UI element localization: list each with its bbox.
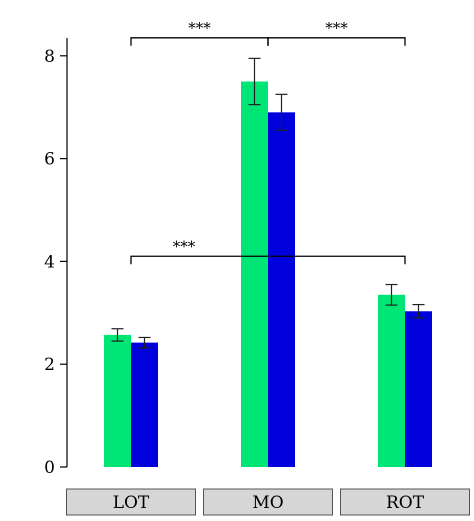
significance-label: *** [173, 237, 196, 255]
significance-bracket [130, 37, 269, 46]
significance-brackets: *** *** *** [130, 19, 406, 265]
significance-bracket [130, 255, 406, 265]
y-tick-label: 0 [44, 458, 55, 478]
y-tick-label: 2 [44, 355, 55, 375]
category-box [66, 488, 196, 516]
bar [241, 81, 268, 467]
bar [131, 342, 158, 467]
bars [104, 81, 432, 467]
y-tick-label: 8 [44, 47, 55, 67]
category-box [203, 488, 333, 516]
category-box [340, 488, 470, 516]
bar [405, 311, 432, 467]
y-axis: 0 2 4 6 8 [44, 38, 68, 478]
significance-label: *** [188, 19, 211, 37]
bar [104, 334, 131, 467]
error-bars [111, 57, 425, 349]
category-label: LOT [113, 493, 150, 513]
bar [378, 294, 405, 467]
category-label: ROT [386, 493, 425, 513]
category-label: MO [252, 493, 283, 513]
significance-bracket [267, 37, 406, 46]
category-boxes: LOT MO ROT [66, 488, 470, 516]
bar [268, 112, 295, 467]
significance-label: *** [325, 19, 348, 37]
y-tick-label: 6 [44, 150, 55, 170]
y-tick-label: 4 [44, 252, 55, 272]
